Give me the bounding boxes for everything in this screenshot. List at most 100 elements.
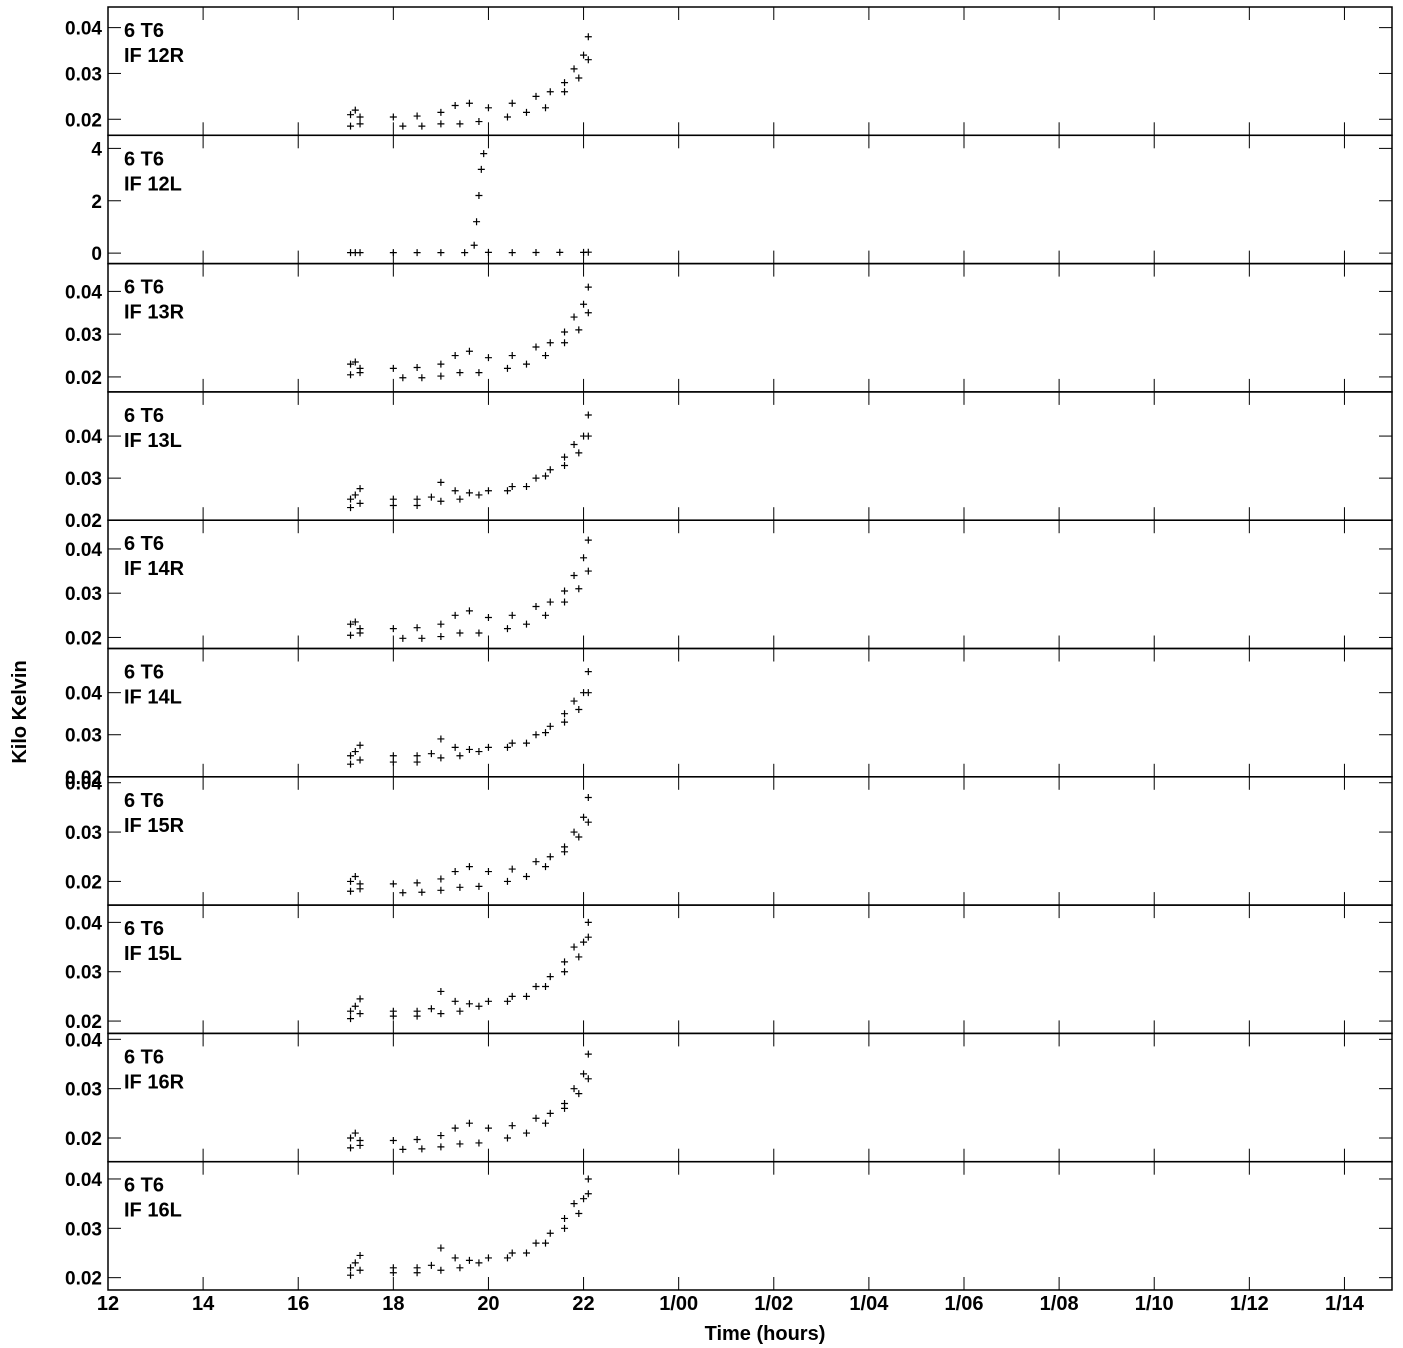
data-point bbox=[451, 1124, 459, 1132]
data-point bbox=[561, 462, 569, 470]
data-point bbox=[351, 358, 359, 366]
data-point bbox=[561, 328, 569, 336]
y-tick-label: 0.02 bbox=[65, 1012, 102, 1033]
y-tick-label: 0.04 bbox=[65, 282, 102, 303]
data-point bbox=[389, 1136, 397, 1144]
data-point bbox=[347, 631, 355, 639]
y-tick-label: 0.03 bbox=[65, 584, 102, 605]
data-point bbox=[575, 74, 583, 82]
data-point bbox=[561, 598, 569, 606]
data-point bbox=[522, 1129, 530, 1137]
panel-if-label: IF 16L bbox=[124, 1200, 182, 1222]
data-point bbox=[561, 1214, 569, 1222]
data-point bbox=[389, 495, 397, 503]
data-point bbox=[451, 743, 459, 751]
data-point bbox=[584, 567, 592, 575]
data-point bbox=[561, 1104, 569, 1112]
x-tick-label: 1/04 bbox=[849, 1293, 889, 1315]
data-point bbox=[570, 828, 578, 836]
data-point bbox=[475, 748, 483, 756]
x-tick-label: 20 bbox=[477, 1293, 499, 1315]
data-point bbox=[542, 863, 550, 871]
data-point bbox=[561, 88, 569, 96]
data-point bbox=[542, 472, 550, 480]
data-point bbox=[575, 705, 583, 713]
data-point bbox=[399, 634, 407, 642]
y-tick-label: 0.02 bbox=[65, 872, 102, 893]
data-point bbox=[546, 853, 554, 861]
data-point bbox=[508, 1249, 516, 1257]
data-point bbox=[580, 1195, 588, 1203]
data-point bbox=[580, 1070, 588, 1078]
data-point bbox=[508, 99, 516, 107]
data-point bbox=[508, 352, 516, 360]
y-tick-label: 0.03 bbox=[65, 469, 102, 490]
series-2 bbox=[347, 689, 592, 768]
data-point bbox=[561, 1224, 569, 1232]
data-point bbox=[475, 192, 483, 200]
data-point bbox=[437, 360, 445, 368]
data-point bbox=[584, 818, 592, 826]
panel-frame bbox=[107, 1160, 1393, 1291]
series-1 bbox=[347, 918, 592, 1015]
data-point bbox=[522, 620, 530, 628]
panel-if-label: IF 14R bbox=[124, 558, 185, 580]
series-1 bbox=[347, 283, 592, 372]
data-point bbox=[465, 347, 473, 355]
data-point bbox=[484, 614, 492, 622]
x-axis-label: Time (hours) bbox=[705, 1323, 826, 1345]
data-point bbox=[522, 739, 530, 747]
data-point bbox=[584, 933, 592, 941]
data-point bbox=[451, 868, 459, 876]
data-point bbox=[484, 354, 492, 362]
data-point bbox=[465, 607, 473, 615]
data-point bbox=[437, 478, 445, 486]
data-point bbox=[356, 995, 364, 1003]
data-point bbox=[399, 122, 407, 130]
data-point bbox=[556, 248, 564, 256]
data-point bbox=[456, 752, 464, 760]
panel-9: 0.02 0.03 0.04 6 T6 IF 16R bbox=[65, 1030, 1393, 1163]
y-tick-label: 0.02 bbox=[65, 628, 102, 649]
data-point bbox=[356, 499, 364, 507]
x-tick-label: 1/10 bbox=[1135, 1293, 1174, 1315]
x-tick-label: 1/06 bbox=[945, 1293, 984, 1315]
panel-8: 0.02 0.03 0.04 6 T6 IF 15L bbox=[65, 904, 1393, 1035]
data-point bbox=[503, 997, 511, 1005]
x-tick-label: 16 bbox=[287, 1293, 309, 1315]
data-point bbox=[584, 668, 592, 676]
x-tick-label: 1/02 bbox=[754, 1293, 793, 1315]
data-point bbox=[456, 629, 464, 637]
data-point bbox=[508, 611, 516, 619]
data-point bbox=[561, 339, 569, 347]
data-point bbox=[546, 1229, 554, 1237]
data-point bbox=[575, 1210, 583, 1218]
data-point bbox=[580, 51, 588, 59]
data-point bbox=[356, 120, 364, 128]
data-point bbox=[542, 1239, 550, 1247]
panel-antenna-label: 6 T6 bbox=[124, 277, 164, 299]
data-point bbox=[584, 56, 592, 64]
data-point bbox=[508, 992, 516, 1000]
series-2 bbox=[347, 933, 592, 1023]
data-point bbox=[584, 33, 592, 41]
panel-frame bbox=[107, 647, 1393, 778]
data-point bbox=[356, 249, 364, 257]
data-point bbox=[522, 872, 530, 880]
data-point bbox=[584, 536, 592, 544]
data-point bbox=[456, 120, 464, 128]
y-tick-label: 0.04 bbox=[65, 19, 102, 40]
data-point bbox=[542, 1119, 550, 1127]
panel-antenna-label: 6 T6 bbox=[124, 662, 164, 684]
data-point bbox=[356, 1010, 364, 1018]
data-point bbox=[356, 1141, 364, 1149]
data-point bbox=[532, 602, 540, 610]
data-point bbox=[532, 92, 540, 100]
data-point bbox=[522, 992, 530, 1000]
data-point bbox=[389, 880, 397, 888]
y-tick-label: 0.02 bbox=[65, 368, 102, 389]
x-tick-label: 1/08 bbox=[1040, 1293, 1079, 1315]
data-point bbox=[437, 1010, 445, 1018]
panel-frame bbox=[107, 134, 1393, 265]
data-point bbox=[542, 104, 550, 112]
